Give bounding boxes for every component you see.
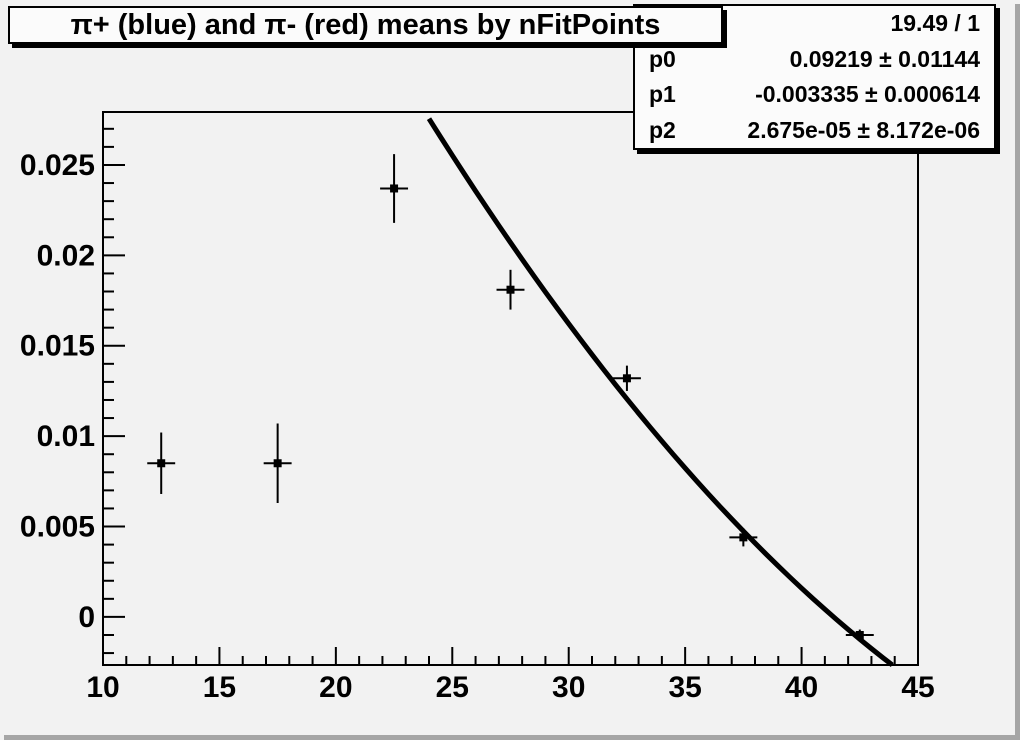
param-p1-label: p1 [649, 81, 676, 108]
data-point-marker [622, 374, 631, 383]
data-point-marker [855, 630, 864, 639]
stats-row-chi2: 19.49 / 1 [635, 6, 994, 42]
x-axis-tick-label: 15 [203, 671, 236, 704]
x-axis-tick-label: 25 [436, 671, 469, 704]
plot-frame [102, 111, 919, 666]
y-axis-tick-label: 0.005 [20, 511, 95, 544]
param-p2-value: 2.675e-05 ± 8.172e-06 [747, 116, 980, 143]
fit-curve [426, 117, 894, 667]
x-axis-tick-label: 30 [552, 671, 585, 704]
data-point-marker [273, 459, 282, 468]
plot-title: π+ (blue) and π- (red) means by nFitPoin… [70, 8, 661, 41]
y-axis-tick-label: 0.02 [37, 239, 95, 272]
x-axis-tick-label: 45 [901, 671, 934, 704]
plot-title-box: π+ (blue) and π- (red) means by nFitPoin… [8, 6, 723, 44]
data-point-marker [739, 533, 748, 542]
data-point-marker [157, 459, 166, 468]
x-axis-tick-label: 10 [86, 671, 119, 704]
x-axis-tick-label: 20 [319, 671, 352, 704]
y-axis-tick-label: 0 [78, 601, 95, 634]
stats-row-p0: p0 0.09219 ± 0.01144 [635, 42, 994, 78]
data-point-marker [506, 285, 515, 294]
canvas-edge-shadow-right [1015, 4, 1020, 740]
y-axis-tick-label: 0.025 [20, 149, 95, 182]
param-p1-value: -0.003335 ± 0.000614 [755, 81, 980, 108]
y-axis-tick-label: 0.01 [37, 420, 95, 453]
data-point-marker [390, 184, 399, 193]
param-p2-label: p2 [649, 116, 676, 143]
y-axis-tick-label: 0.015 [20, 330, 95, 363]
x-axis-tick-label: 35 [668, 671, 701, 704]
stats-row-p2: p2 2.675e-05 ± 8.172e-06 [635, 113, 994, 149]
stats-row-p1: p1 -0.003335 ± 0.000614 [635, 77, 994, 113]
param-p0-value: 0.09219 ± 0.01144 [789, 45, 980, 72]
canvas-edge-shadow-bottom [4, 735, 1020, 740]
fit-stats-box: 19.49 / 1 p0 0.09219 ± 0.01144 p1 -0.003… [633, 4, 996, 150]
x-axis-tick-label: 40 [785, 671, 818, 704]
param-p0-label: p0 [649, 45, 676, 72]
chi2-ndf-value: 19.49 / 1 [890, 10, 980, 37]
